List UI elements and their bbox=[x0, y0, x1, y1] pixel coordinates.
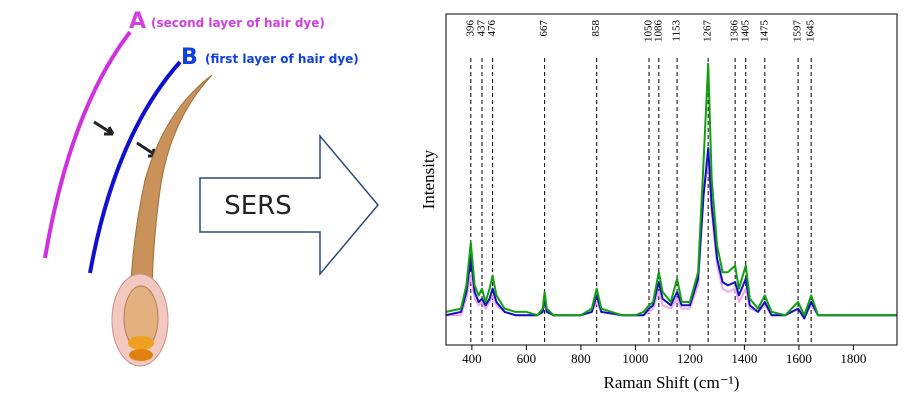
peak-label: 1475 bbox=[758, 20, 770, 43]
peak-label: 437 bbox=[476, 20, 488, 37]
peak-label: 1086 bbox=[652, 20, 664, 43]
peak-label: 1050 bbox=[643, 20, 655, 43]
arrow bbox=[93, 120, 115, 136]
peak-label: 476 bbox=[486, 20, 498, 37]
papilla bbox=[129, 349, 153, 361]
spectrum-line bbox=[446, 158, 897, 317]
peak-label: 1153 bbox=[671, 20, 683, 42]
sers-label: SERS bbox=[224, 191, 292, 221]
x-axis-label: Raman Shift (cm⁻¹) bbox=[604, 373, 740, 392]
x-tick-label: 1200 bbox=[677, 351, 703, 366]
layer-b-arc bbox=[88, 60, 182, 274]
x-tick-label: 1600 bbox=[786, 351, 812, 366]
x-tick-label: 1400 bbox=[731, 351, 757, 366]
caption-b: (first layer of hair dye) bbox=[205, 52, 359, 66]
layer-a-arc bbox=[43, 30, 132, 259]
peak-label: 1405 bbox=[739, 20, 751, 43]
sers-arrow bbox=[199, 133, 379, 277]
peak-label: 396 bbox=[464, 20, 476, 37]
peak-label: 1645 bbox=[805, 20, 817, 43]
x-tick-label: 400 bbox=[462, 351, 482, 366]
x-tick-label: 600 bbox=[517, 351, 537, 366]
peak-label: 1366 bbox=[729, 20, 741, 43]
peak-label: 1597 bbox=[792, 20, 804, 43]
x-tick-label: 1800 bbox=[840, 351, 866, 366]
peak-label: 667 bbox=[538, 20, 550, 37]
label-b: B bbox=[181, 45, 198, 70]
papilla bbox=[128, 336, 154, 350]
peak-label: 1267 bbox=[702, 20, 714, 43]
plot-frame bbox=[445, 13, 898, 346]
label-a: A bbox=[129, 9, 146, 34]
y-axis-label: Intensity bbox=[419, 149, 438, 209]
x-tick-label: 800 bbox=[571, 351, 591, 366]
spectrum-line bbox=[445, 62, 897, 317]
spectrum-line bbox=[445, 147, 897, 320]
peak-label: 858 bbox=[590, 20, 602, 37]
x-tick-label: 1000 bbox=[622, 351, 648, 366]
caption-a: (second layer of hair dye) bbox=[151, 16, 325, 30]
